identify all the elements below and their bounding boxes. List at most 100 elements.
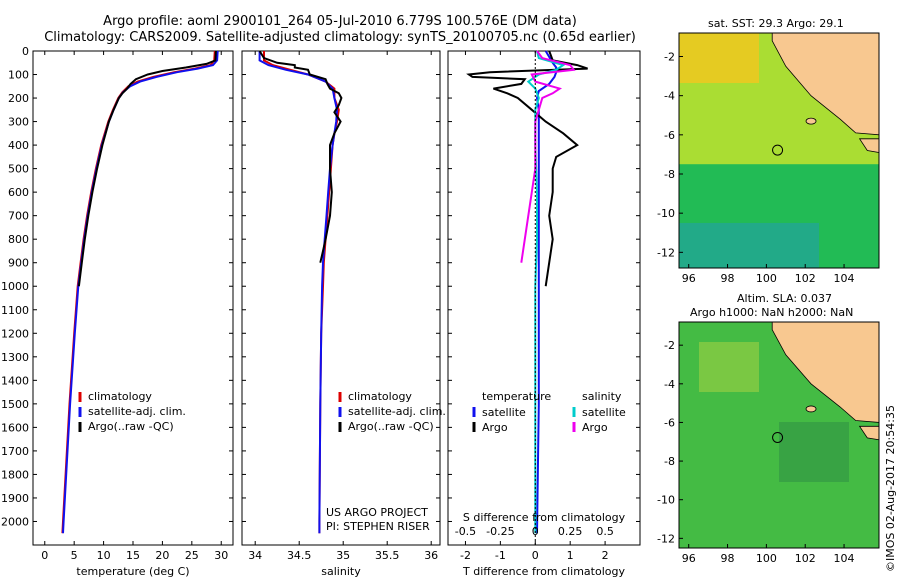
map-y-tick-label: -12	[657, 532, 675, 545]
map-sla-title-1: Altim. SLA: 0.037	[737, 292, 833, 305]
series-line-differences-2	[526, 50, 566, 534]
map-sat_sst_map	[678, 32, 880, 269]
y-tick-label: 1600	[1, 421, 29, 434]
y-tick-label: 1200	[1, 327, 29, 340]
map-sst-title: sat. SST: 29.3 Argo: 29.1	[708, 17, 844, 30]
y-tick-label: 0	[22, 45, 29, 58]
x-tick-label-salinity: 34.5	[287, 549, 312, 562]
map-y-tick-label: -8	[664, 168, 675, 181]
series-line-salinity-2	[258, 50, 343, 263]
x-tick-label-temperature: 10	[97, 549, 111, 562]
x-axis-label-salinity: salinity	[321, 565, 361, 578]
x-tick-label-differences: -1	[495, 549, 506, 562]
legend-label-diff-temp: satellite	[482, 406, 526, 419]
panel-frame-salinity	[241, 50, 441, 546]
map-y-tick-label: -10	[657, 494, 675, 507]
map-x-tick-label: 98	[721, 552, 735, 565]
series-line-differences-1	[466, 50, 588, 287]
map-cooler-patch	[679, 222, 819, 268]
map-warm-patch	[679, 33, 759, 83]
map-x-tick-label: 96	[682, 552, 696, 565]
legend-label-salinity: Argo(..raw -QC)	[348, 420, 434, 433]
map-altim_sla_map	[678, 321, 880, 549]
map-x-tick-label: 104	[834, 272, 855, 285]
legend-label-temperature: Argo(..raw -QC)	[88, 420, 174, 433]
y-tick-label: 100	[8, 69, 29, 82]
y-tick-label: 1100	[1, 304, 29, 317]
y-tick-label: 1500	[1, 398, 29, 411]
y-tick-label: 1700	[1, 445, 29, 458]
map-x-tick-label: 96	[682, 272, 696, 285]
title-line-1: Argo profile: aoml 2900101_264 05-Jul-20…	[103, 14, 577, 29]
s-diff-tick-label: 0.5	[596, 525, 614, 538]
legend-label-temperature: satellite-adj. clim.	[88, 405, 186, 418]
map-x-tick-label: 104	[834, 552, 855, 565]
map-y-tick-label: -10	[657, 207, 675, 220]
land-enggano-island	[805, 117, 817, 125]
y-tick-label: 2000	[1, 515, 29, 528]
map-frame	[678, 321, 880, 549]
s-diff-tick-label: 0	[532, 525, 539, 538]
s-diff-axis-label: S difference from climatology	[463, 511, 626, 524]
legend-title-salinity: salinity	[582, 390, 622, 403]
map-sla-title-2: Argo h1000: NaN h2000: NaN	[690, 306, 854, 319]
map-y-tick-label: -6	[664, 129, 675, 142]
s-diff-tick-label: -0.25	[486, 525, 514, 538]
x-tick-label-salinity: 35.5	[375, 549, 400, 562]
x-axis-label-differences: T difference from climatology	[462, 565, 625, 578]
map-y-tick-label: -2	[664, 51, 675, 64]
y-tick-label: 300	[8, 116, 29, 129]
x-tick-label-differences: 2	[602, 549, 609, 562]
x-tick-label-temperature: 15	[126, 549, 140, 562]
legend-label-diff-temp: Argo	[482, 421, 508, 434]
x-tick-label-differences: -2	[460, 549, 471, 562]
land-enggano-island	[805, 405, 817, 413]
y-tick-label: 1000	[1, 280, 29, 293]
legend-label-salinity: satellite-adj. clim.	[348, 405, 446, 418]
legend-label-salinity: climatology	[348, 390, 412, 403]
x-tick-label-salinity: 34	[248, 549, 262, 562]
x-tick-label-temperature: 25	[185, 549, 199, 562]
x-tick-label-salinity: 36	[424, 549, 438, 562]
map-y-tick-label: -4	[664, 378, 675, 391]
y-tick-label: 700	[8, 210, 29, 223]
y-tick-label: 1900	[1, 492, 29, 505]
s-diff-tick-label: 0.25	[558, 525, 583, 538]
x-tick-label-temperature: 0	[41, 549, 48, 562]
legend-label-diff-sal: Argo	[582, 421, 608, 434]
map-high-patch	[699, 342, 759, 392]
annotation-project: US ARGO PROJECT	[326, 506, 428, 519]
map-y-tick-label: -2	[664, 339, 675, 352]
map-x-tick-label: 102	[795, 552, 816, 565]
series-line-differences-3	[520, 50, 576, 263]
map-y-tick-label: -8	[664, 455, 675, 468]
x-tick-label-differences: 0	[532, 549, 539, 562]
annotation-pi: PI: STEPHEN RISER	[326, 520, 430, 533]
y-tick-label: 800	[8, 233, 29, 246]
y-tick-label: 600	[8, 186, 29, 199]
legend-label-diff-sal: satellite	[582, 406, 626, 419]
legend-title-temperature: temperature	[482, 390, 551, 403]
panel-frame-temperature	[32, 50, 234, 546]
map-y-tick-label: -6	[664, 416, 675, 429]
y-tick-label: 500	[8, 163, 29, 176]
x-tick-label-differences: 1	[567, 549, 574, 562]
series-line-salinity-1	[258, 51, 339, 534]
x-tick-label-temperature: 20	[155, 549, 169, 562]
map-frame	[678, 32, 880, 269]
x-tick-label-salinity: 35	[336, 549, 350, 562]
y-tick-label: 1300	[1, 351, 29, 364]
map-x-tick-label: 100	[756, 272, 777, 285]
y-tick-label: 1800	[1, 468, 29, 481]
map-y-tick-label: -12	[657, 246, 675, 259]
title-line-2: Climatology: CARS2009. Satellite-adjuste…	[44, 30, 636, 45]
y-tick-label: 400	[8, 139, 29, 152]
map-low-patch	[779, 422, 849, 482]
map-x-tick-label: 102	[795, 272, 816, 285]
y-tick-label: 900	[8, 257, 29, 270]
map-x-tick-label: 100	[756, 552, 777, 565]
series-line-temperature-2	[77, 50, 217, 287]
y-tick-label: 1400	[1, 374, 29, 387]
x-axis-label-temperature: temperature (deg C)	[76, 565, 189, 578]
